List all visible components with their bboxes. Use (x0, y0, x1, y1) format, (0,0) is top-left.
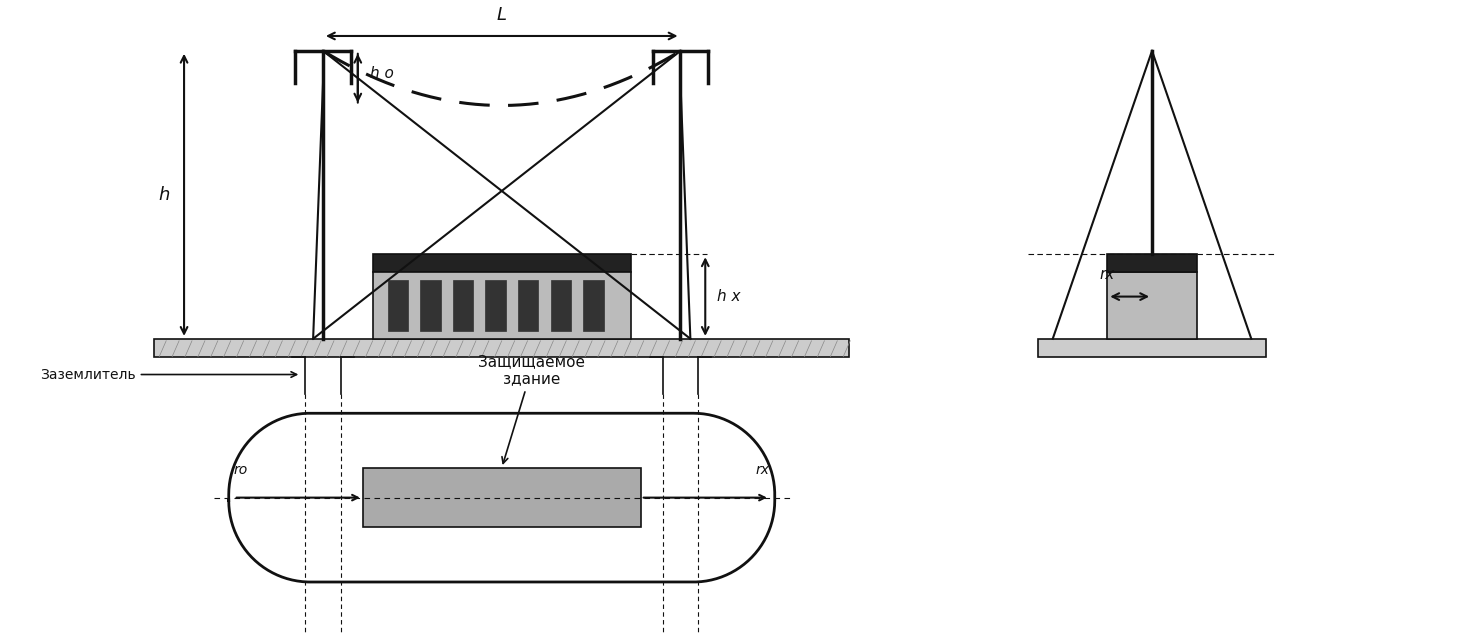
Polygon shape (387, 280, 408, 331)
Polygon shape (372, 255, 631, 272)
Polygon shape (362, 468, 641, 528)
Polygon shape (453, 280, 473, 331)
Polygon shape (154, 339, 849, 357)
Polygon shape (485, 280, 506, 331)
Text: L: L (497, 6, 506, 24)
Text: h x: h x (717, 289, 741, 304)
Polygon shape (518, 280, 539, 331)
Text: rx: rx (755, 463, 770, 477)
Text: rx: rx (1100, 267, 1114, 282)
Polygon shape (372, 272, 631, 339)
Text: h: h (159, 186, 169, 204)
Polygon shape (583, 280, 604, 331)
Text: h o: h o (370, 66, 393, 81)
Text: ro: ro (233, 463, 248, 477)
Polygon shape (420, 280, 441, 331)
Polygon shape (1107, 272, 1196, 339)
Polygon shape (551, 280, 571, 331)
Polygon shape (1107, 255, 1196, 272)
Text: Заземлитель: Заземлитель (40, 367, 297, 382)
Text: Защищаемое
здание: Защищаемое здание (478, 354, 585, 463)
Polygon shape (1037, 339, 1266, 357)
